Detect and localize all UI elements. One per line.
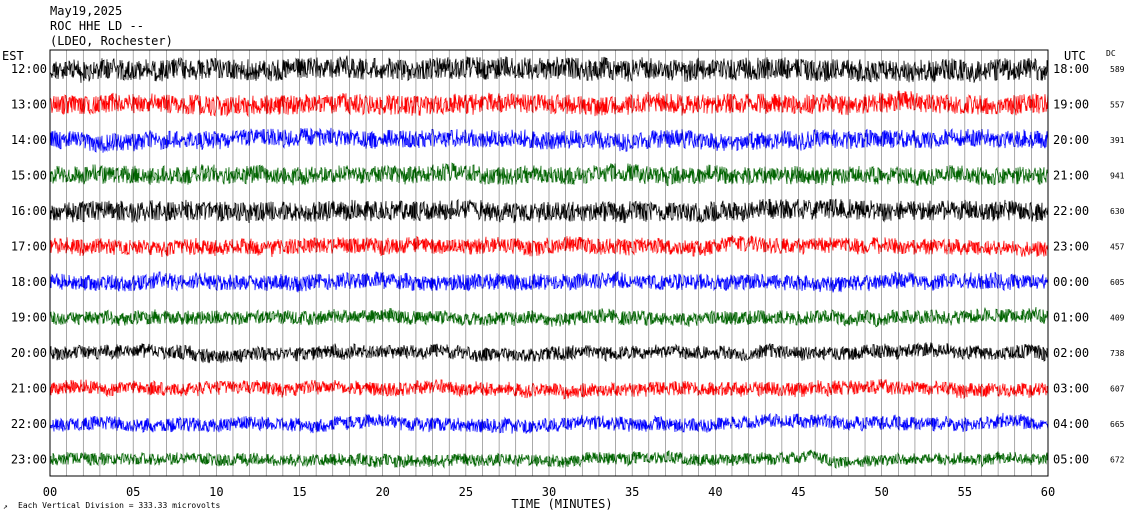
est-row-label: 18:00 bbox=[11, 275, 47, 289]
x-tick-label: 25 bbox=[459, 485, 473, 499]
dc-value: 557 bbox=[1110, 101, 1125, 110]
dc-value: 589 bbox=[1110, 65, 1125, 74]
est-row-label: 14:00 bbox=[11, 133, 47, 147]
dc-value: 391 bbox=[1110, 136, 1125, 145]
dc-column-label: DC bbox=[1106, 49, 1116, 58]
est-row-label: 20:00 bbox=[11, 346, 47, 360]
date-label: May19,2025 bbox=[50, 4, 123, 18]
x-tick-label: 00 bbox=[43, 485, 57, 499]
dc-value: 630 bbox=[1110, 207, 1125, 216]
utc-row-label: 20:00 bbox=[1053, 133, 1089, 147]
dc-value: 457 bbox=[1110, 243, 1125, 252]
seismic-trace bbox=[49, 55, 1049, 83]
x-tick-label: 05 bbox=[126, 485, 140, 499]
est-row-label: 19:00 bbox=[11, 311, 47, 325]
location-label: (LDEO, Rochester) bbox=[50, 34, 173, 48]
est-row-label: 17:00 bbox=[11, 240, 47, 254]
dc-value: 607 bbox=[1110, 385, 1125, 394]
dc-value: 672 bbox=[1110, 456, 1125, 465]
utc-row-label: 21:00 bbox=[1053, 169, 1089, 183]
scale-footer: Each Vertical Division = 333.33 microvol… bbox=[18, 501, 220, 510]
est-row-label: 23:00 bbox=[11, 453, 47, 467]
est-row-label: 22:00 bbox=[11, 417, 47, 431]
est-row-label: 15:00 bbox=[11, 169, 47, 183]
x-tick-label: 60 bbox=[1041, 485, 1055, 499]
est-row-label: 21:00 bbox=[11, 382, 47, 396]
utc-row-label: 04:00 bbox=[1053, 417, 1089, 431]
utc-row-label: 00:00 bbox=[1053, 275, 1089, 289]
x-tick-label: 40 bbox=[708, 485, 722, 499]
x-axis-title: TIME (MINUTES) bbox=[511, 497, 612, 511]
dc-value: 665 bbox=[1110, 420, 1125, 429]
x-tick-label: 45 bbox=[791, 485, 805, 499]
plot-frame bbox=[49, 49, 1049, 477]
est-row-label: 13:00 bbox=[11, 98, 47, 112]
x-tick-label: 30 bbox=[542, 485, 556, 499]
grid-group bbox=[66, 50, 1032, 476]
dc-value: 409 bbox=[1110, 314, 1125, 323]
utc-axis-label: UTC bbox=[1064, 49, 1086, 63]
dc-value: 941 bbox=[1110, 172, 1125, 181]
utc-row-label: 03:00 bbox=[1053, 382, 1089, 396]
x-tick-label: 10 bbox=[209, 485, 223, 499]
dc-value: 738 bbox=[1110, 349, 1125, 358]
x-tick-label: 55 bbox=[958, 485, 972, 499]
est-row-label: 16:00 bbox=[11, 204, 47, 218]
utc-row-label: 05:00 bbox=[1053, 453, 1089, 467]
x-tick-label: 50 bbox=[874, 485, 888, 499]
row-labels: 12:00 18:00 589 13:00 19:00 557 14:00 20:00 391 1… bbox=[11, 62, 1125, 467]
station-label: ROC HHE LD -- bbox=[50, 19, 144, 33]
x-tick-label: 15 bbox=[292, 485, 306, 499]
utc-row-label: 22:00 bbox=[1053, 204, 1089, 218]
utc-row-label: 23:00 bbox=[1053, 240, 1089, 254]
footer-icon: ↗ bbox=[3, 502, 8, 511]
est-row-label: 12:00 bbox=[11, 62, 47, 76]
utc-row-label: 19:00 bbox=[1053, 98, 1089, 112]
utc-row-label: 01:00 bbox=[1053, 311, 1089, 325]
dc-value: 605 bbox=[1110, 278, 1125, 287]
x-tick-label: 35 bbox=[625, 485, 639, 499]
x-tick-labels: 00 05 10 15 20 25 30 35 40 45 50 55 60 bbox=[43, 485, 1055, 499]
utc-row-label: 18:00 bbox=[1053, 62, 1089, 76]
x-tick-label: 20 bbox=[375, 485, 389, 499]
utc-row-label: 02:00 bbox=[1053, 346, 1089, 360]
seismic-trace bbox=[49, 270, 1049, 293]
est-axis-label: EST bbox=[2, 49, 24, 63]
